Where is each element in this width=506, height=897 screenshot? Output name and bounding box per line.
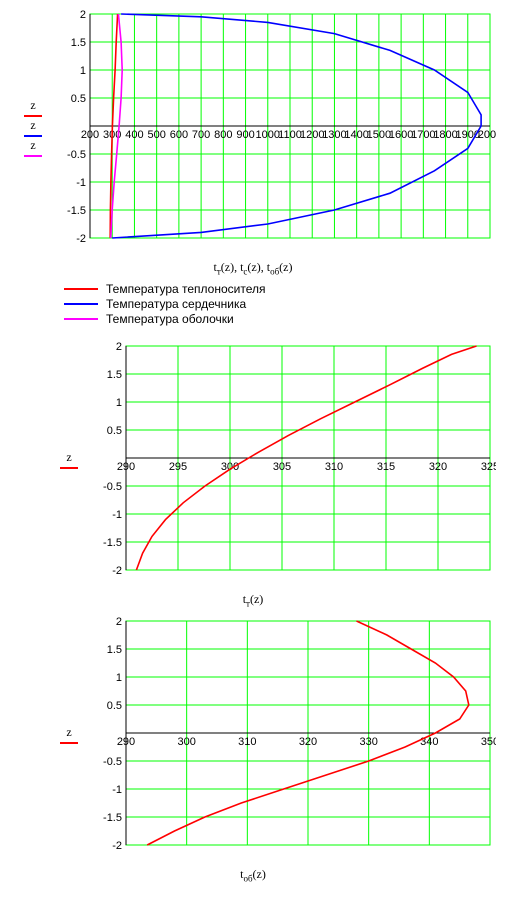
svg-text:-1.5: -1.5 [67, 205, 86, 217]
chart1-plot: 2003004005006007008009001000110012001300… [56, 8, 496, 256]
chart3-wrap: z 290 300 310 320 330 340 350 -2 -1.5 -1 -0.5 0.5 1 1… [8, 615, 498, 863]
svg-text:1000: 1000 [256, 129, 280, 141]
svg-text:2000: 2000 [478, 129, 496, 141]
y-axis-label-text: z [30, 118, 35, 133]
svg-text:0.5: 0.5 [107, 425, 122, 437]
svg-text:1: 1 [80, 65, 86, 77]
svg-text:-1.5: -1.5 [103, 537, 122, 549]
svg-text:700: 700 [192, 129, 210, 141]
svg-text:-0.5: -0.5 [103, 756, 122, 768]
svg-text:600: 600 [170, 129, 188, 141]
svg-text:2: 2 [80, 9, 86, 21]
y-axis-label-text: z [30, 138, 35, 153]
y-axis-label-swatch [60, 467, 78, 469]
chart2-xtitle: tт(z) [8, 592, 498, 608]
chart1-ylabels: zzz [22, 8, 56, 256]
svg-text:2: 2 [116, 341, 122, 353]
svg-text:2: 2 [116, 616, 122, 628]
svg-text:-0.5: -0.5 [67, 149, 86, 161]
svg-text:290: 290 [117, 461, 135, 473]
y-axis-label: z [22, 118, 42, 137]
y-axis-label: z [58, 725, 78, 744]
svg-text:1400: 1400 [344, 129, 368, 141]
svg-text:0.5: 0.5 [107, 700, 122, 712]
y-axis-label-text: z [66, 450, 71, 465]
y-axis-label-swatch [24, 155, 42, 157]
svg-text:1: 1 [116, 672, 122, 684]
y-axis-label-swatch [60, 742, 78, 744]
legend-swatch [64, 303, 98, 305]
y-axis-label-text: z [66, 725, 71, 740]
svg-text:300: 300 [221, 461, 239, 473]
legend-item: Температура теплоносителя [64, 282, 498, 296]
legend: Температура теплоносителяТемпература сер… [64, 282, 498, 326]
legend-item: Температура оболочки [64, 312, 498, 326]
svg-text:1200: 1200 [300, 129, 324, 141]
chart1-wrap: zzz 200300400500600700800900100011001200… [8, 8, 498, 256]
chart2-plot: 290 295 300 305 310 315 320 325 -2 -1.5 -1 -0.5 0.5 1… [92, 340, 496, 588]
y-axis-label: z [22, 98, 42, 117]
svg-text:400: 400 [125, 129, 143, 141]
legend-swatch [64, 318, 98, 320]
chart1-xtitle: tт(z), tс(z), tоб(z) [8, 260, 498, 276]
y-axis-label-swatch [24, 115, 42, 117]
svg-text:350: 350 [481, 736, 496, 748]
chart3-xtitle: tоб(z) [8, 867, 498, 883]
legend-swatch [64, 288, 98, 290]
svg-text:-0.5: -0.5 [103, 481, 122, 493]
svg-text:1: 1 [116, 397, 122, 409]
svg-text:340: 340 [420, 736, 438, 748]
svg-text:1700: 1700 [411, 129, 435, 141]
svg-text:500: 500 [147, 129, 165, 141]
chart2-ylabels: z [58, 340, 92, 588]
svg-text:310: 310 [325, 461, 343, 473]
svg-text:315: 315 [377, 461, 395, 473]
legend-label: Температура теплоносителя [106, 282, 266, 296]
legend-label: Температура сердечника [106, 297, 246, 311]
svg-text:-2: -2 [112, 565, 122, 577]
y-axis-label-swatch [24, 135, 42, 137]
legend-item: Температура сердечника [64, 297, 498, 311]
svg-text:-1.5: -1.5 [103, 812, 122, 824]
svg-text:295: 295 [169, 461, 187, 473]
chart3-ylabels: z [58, 615, 92, 863]
chart2-wrap: z 290 295 300 305 310 315 320 325 -2 -1.5 -1 -0.5 0.… [8, 340, 498, 588]
svg-text:0.5: 0.5 [71, 93, 86, 105]
svg-text:290: 290 [117, 736, 135, 748]
svg-text:-2: -2 [112, 840, 122, 852]
svg-text:1300: 1300 [322, 129, 346, 141]
svg-text:1500: 1500 [367, 129, 391, 141]
svg-text:300: 300 [177, 736, 195, 748]
svg-text:325: 325 [481, 461, 496, 473]
legend-label: Температура оболочки [106, 312, 234, 326]
svg-text:1.5: 1.5 [107, 644, 122, 656]
svg-text:1100: 1100 [278, 129, 302, 141]
svg-text:-2: -2 [76, 233, 86, 245]
svg-text:-1: -1 [112, 784, 122, 796]
svg-text:310: 310 [238, 736, 256, 748]
svg-text:320: 320 [299, 736, 317, 748]
svg-text:200: 200 [81, 129, 99, 141]
svg-text:1800: 1800 [433, 129, 457, 141]
svg-text:330: 330 [359, 736, 377, 748]
svg-text:900: 900 [236, 129, 254, 141]
svg-text:800: 800 [214, 129, 232, 141]
y-axis-label: z [58, 450, 78, 469]
svg-text:1.5: 1.5 [107, 369, 122, 381]
svg-text:305: 305 [273, 461, 291, 473]
svg-text:320: 320 [429, 461, 447, 473]
y-axis-label-text: z [30, 98, 35, 113]
svg-text:1.5: 1.5 [71, 37, 86, 49]
svg-text:1600: 1600 [389, 129, 413, 141]
chart3-plot: 290 300 310 320 330 340 350 -2 -1.5 -1 -0.5 0.5 1 1.5… [92, 615, 496, 863]
svg-text:-1: -1 [76, 177, 86, 189]
y-axis-label: z [22, 138, 42, 157]
svg-text:-1: -1 [112, 509, 122, 521]
